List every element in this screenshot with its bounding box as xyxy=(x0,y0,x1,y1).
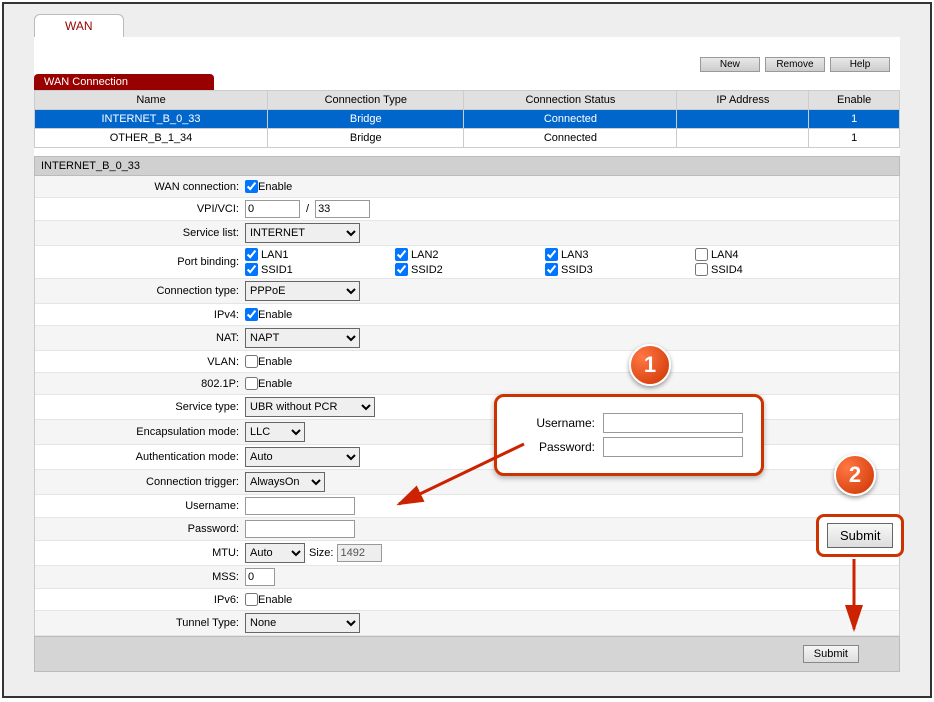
badge-2: 2 xyxy=(834,454,876,496)
help-button[interactable]: Help xyxy=(830,57,890,72)
vlan-label: VLAN: xyxy=(35,356,245,368)
highlight-submit-button[interactable]: Submit xyxy=(827,523,893,548)
nat-select[interactable]: NAPT xyxy=(245,328,360,348)
mtu-select[interactable]: Auto xyxy=(245,543,305,563)
lan3-checkbox[interactable] xyxy=(545,248,558,261)
mtu-size-input xyxy=(337,544,382,562)
wan-connection-label: WAN connection: xyxy=(35,181,245,193)
service-list-label: Service list: xyxy=(35,227,245,239)
remove-button[interactable]: Remove xyxy=(765,57,825,72)
ssid2-checkbox[interactable] xyxy=(395,263,408,276)
ssid1-checkbox[interactable] xyxy=(245,263,258,276)
vci-input[interactable] xyxy=(315,200,370,218)
mss-label: MSS: xyxy=(35,571,245,583)
ssid3-checkbox[interactable] xyxy=(545,263,558,276)
ssid4-checkbox[interactable] xyxy=(695,263,708,276)
col-status: Connection Status xyxy=(464,91,677,110)
connection-type-label: Connection type: xyxy=(35,285,245,297)
vlan-checkbox[interactable] xyxy=(245,355,258,368)
ipv4-label: IPv4: xyxy=(35,309,245,321)
callout-credentials: Username: Password: xyxy=(494,394,764,476)
8021p-label: 802.1P: xyxy=(35,378,245,390)
trigger-select[interactable]: AlwaysOn xyxy=(245,472,325,492)
ipv4-checkbox[interactable] xyxy=(245,308,258,321)
lan4-checkbox[interactable] xyxy=(695,248,708,261)
callout-username-input[interactable] xyxy=(603,413,743,433)
col-enable: Enable xyxy=(809,91,900,110)
wan-connection-checkbox[interactable] xyxy=(245,180,258,193)
8021p-checkbox[interactable] xyxy=(245,377,258,390)
badge-1: 1 xyxy=(629,344,671,386)
auth-label: Authentication mode: xyxy=(35,451,245,463)
service-type-select[interactable]: UBR without PCR xyxy=(245,397,375,417)
col-type: Connection Type xyxy=(268,91,464,110)
vpi-input[interactable] xyxy=(245,200,300,218)
password-label: Password: xyxy=(35,523,245,535)
ipv6-label: IPv6: xyxy=(35,594,245,606)
connection-type-select[interactable]: PPPoE xyxy=(245,281,360,301)
connection-table: Name Connection Type Connection Status I… xyxy=(34,90,900,148)
ipv6-checkbox[interactable] xyxy=(245,593,258,606)
col-ip: IP Address xyxy=(677,91,809,110)
section-title: WAN Connection xyxy=(34,74,214,90)
username-label: Username: xyxy=(35,500,245,512)
encap-select[interactable]: LLC xyxy=(245,422,305,442)
submit-highlight: Submit xyxy=(816,514,904,557)
service-list-select[interactable]: INTERNET xyxy=(245,223,360,243)
callout-username-label: Username: xyxy=(515,416,595,430)
tunnel-label: Tunnel Type: xyxy=(35,617,245,629)
callout-password-input[interactable] xyxy=(603,437,743,457)
mtu-label: MTU: xyxy=(35,547,245,559)
wan-tab[interactable]: WAN xyxy=(34,14,124,37)
auth-select[interactable]: Auto xyxy=(245,447,360,467)
tunnel-select[interactable]: None xyxy=(245,613,360,633)
vpivci-label: VPI/VCI: xyxy=(35,203,245,215)
lan1-checkbox[interactable] xyxy=(245,248,258,261)
service-type-label: Service type: xyxy=(35,401,245,413)
encap-label: Encapsulation mode: xyxy=(35,426,245,438)
callout-password-label: Password: xyxy=(515,440,595,454)
submit-button[interactable]: Submit xyxy=(803,645,859,663)
password-input[interactable] xyxy=(245,520,355,538)
detail-header: INTERNET_B_0_33 xyxy=(34,156,900,176)
col-name: Name xyxy=(35,91,268,110)
port-binding-label: Port binding: xyxy=(35,256,245,268)
table-row[interactable]: INTERNET_B_0_33 Bridge Connected 1 xyxy=(35,110,900,129)
table-row[interactable]: OTHER_B_1_34 Bridge Connected 1 xyxy=(35,129,900,148)
lan2-checkbox[interactable] xyxy=(395,248,408,261)
mss-input[interactable] xyxy=(245,568,275,586)
trigger-label: Connection trigger: xyxy=(35,476,245,488)
nat-label: NAT: xyxy=(35,332,245,344)
new-button[interactable]: New xyxy=(700,57,760,72)
username-input[interactable] xyxy=(245,497,355,515)
